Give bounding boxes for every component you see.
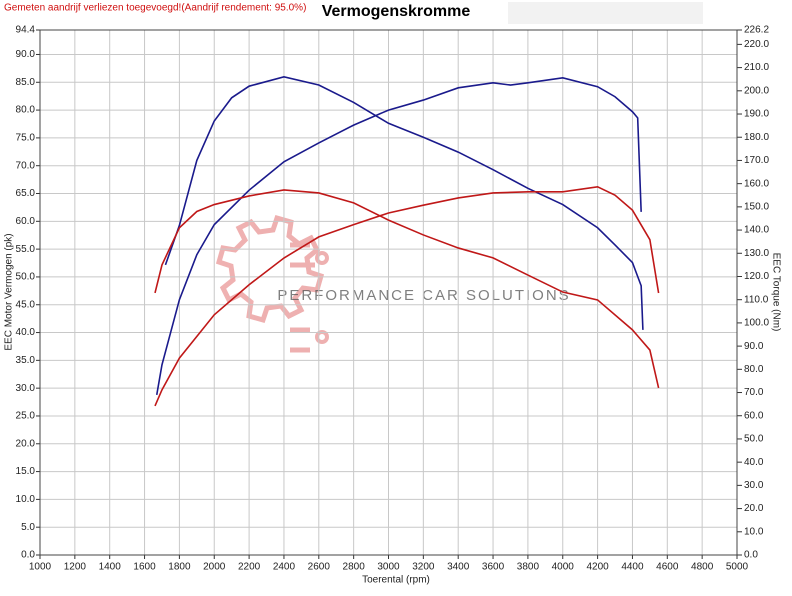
y-tick-label: 70.0 (16, 160, 36, 171)
y2-tick-label: 20.0 (744, 503, 764, 514)
y-tick-label: 45.0 (16, 299, 36, 310)
y-tick-label: 65.0 (16, 188, 36, 199)
x-tick-label: 3600 (482, 562, 505, 573)
y-tick-label: 85.0 (16, 77, 36, 88)
y-tick-label: 20.0 (16, 438, 36, 449)
x-tick-label: 3000 (377, 562, 400, 573)
y-tick-label: 15.0 (16, 466, 36, 477)
y-tick-label: 55.0 (16, 244, 36, 255)
y2-tick-label: 210.0 (744, 62, 769, 73)
y2-tick-label: 180.0 (744, 132, 769, 143)
y2-tick-label: 226.2 (744, 25, 769, 36)
data-line (154, 189, 660, 389)
y2-tick-label: 200.0 (744, 85, 769, 96)
x-tick-label: 3200 (412, 562, 435, 573)
x-tick-label: 2200 (238, 562, 261, 573)
y2-tick-label: 50.0 (744, 434, 764, 445)
y-axis-label: EEC Motor Vermogen (pk) (4, 233, 15, 350)
y2-tick-label: 10.0 (744, 526, 764, 537)
y-tick-label: 60.0 (16, 216, 36, 227)
header-box (508, 2, 703, 24)
y-tick-label: 30.0 (16, 383, 36, 394)
y-tick-label: 25.0 (16, 411, 36, 422)
data-line (154, 186, 660, 407)
y2-tick-label: 80.0 (744, 364, 764, 375)
chart-title: Vermogenskromme (322, 3, 471, 20)
y2-tick-label: 190.0 (744, 109, 769, 120)
x-tick-label: 2400 (273, 562, 296, 573)
data-line (164, 76, 644, 330)
y2-tick-label: 140.0 (744, 225, 769, 236)
y2-tick-label: 110.0 (744, 294, 769, 305)
y-tick-label: 80.0 (16, 105, 36, 116)
y-tick-label: 50.0 (16, 272, 36, 283)
y2-tick-label: 220.0 (744, 39, 769, 50)
data-line (155, 77, 642, 395)
watermark: PERFORMANCE CAR SOLUTIONS (277, 287, 570, 304)
y2-axis-label: EEC Torque (Nm) (770, 253, 781, 332)
x-tick-label: 4800 (691, 562, 714, 573)
x-tick-label: 1200 (64, 562, 87, 573)
y2-tick-label: 0.0 (744, 550, 758, 561)
y-tick-label: 0.0 (21, 550, 35, 561)
y-tick-label: 40.0 (16, 327, 36, 338)
y-tick-label: 75.0 (16, 133, 36, 144)
x-tick-label: 1600 (133, 562, 156, 573)
y2-tick-label: 130.0 (744, 248, 769, 259)
x-tick-label: 5000 (726, 562, 749, 573)
x-tick-label: 4400 (621, 562, 644, 573)
y2-tick-label: 120.0 (744, 271, 769, 282)
y2-tick-label: 170.0 (744, 155, 769, 166)
plot-frame (39, 29, 738, 556)
y2-tick-label: 60.0 (744, 410, 764, 421)
y-tick-label: 90.0 (16, 49, 36, 60)
x-axis-label: Toerental (rpm) (362, 575, 430, 586)
y-tick-label: 35.0 (16, 355, 36, 366)
watermark-logo (215, 214, 329, 353)
y2-tick-label: 70.0 (744, 387, 764, 398)
x-tick-label: 1800 (168, 562, 191, 573)
y2-tick-label: 40.0 (744, 457, 764, 468)
y2-tick-label: 160.0 (744, 178, 769, 189)
x-tick-label: 4000 (552, 562, 575, 573)
x-tick-label: 3800 (517, 562, 540, 573)
x-tick-label: 1000 (29, 562, 52, 573)
y-tick-label: 94.4 (16, 25, 36, 36)
x-tick-label: 2800 (343, 562, 366, 573)
y-tick-label: 5.0 (21, 522, 35, 533)
x-tick-label: 3400 (447, 562, 470, 573)
y2-tick-label: 30.0 (744, 480, 764, 491)
y-tick-label: 10.0 (16, 494, 36, 505)
y2-tick-label: 90.0 (744, 341, 764, 352)
x-tick-label: 4200 (586, 562, 609, 573)
x-tick-label: 2000 (203, 562, 226, 573)
note: Gemeten aandrijf verliezen toegevoegd!(A… (4, 3, 306, 14)
x-tick-label: 4600 (656, 562, 679, 573)
y2-tick-label: 150.0 (744, 201, 769, 212)
x-tick-label: 1400 (99, 562, 122, 573)
x-tick-label: 2600 (308, 562, 331, 573)
y2-tick-label: 100.0 (744, 318, 769, 329)
